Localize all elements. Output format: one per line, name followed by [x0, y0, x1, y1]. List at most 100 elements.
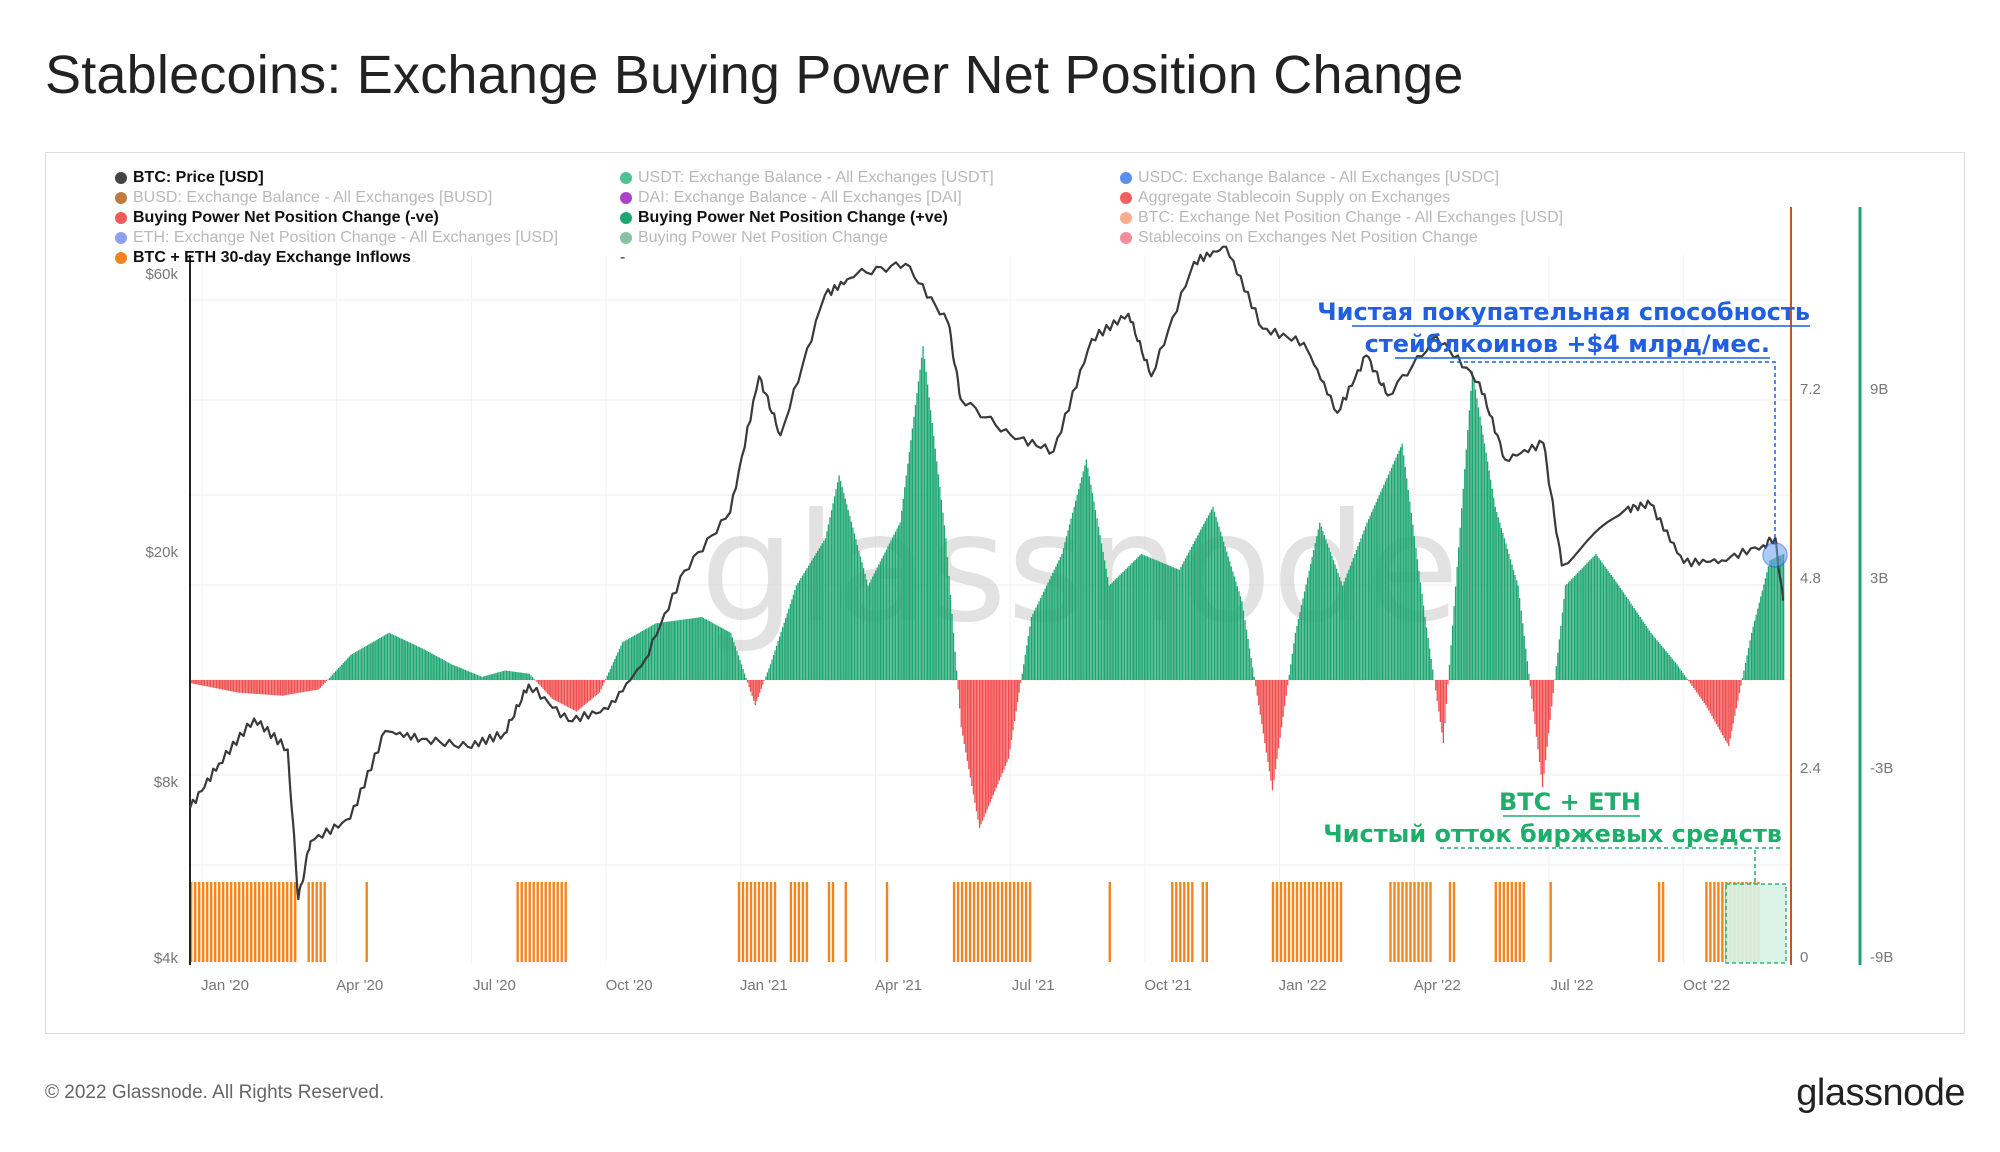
- positive-bar: [1752, 626, 1754, 680]
- positive-bar: [1111, 582, 1113, 680]
- positive-bar: [1194, 541, 1196, 680]
- positive-bar: [823, 540, 825, 680]
- positive-bar: [1638, 614, 1640, 681]
- positive-bar: [1456, 566, 1458, 680]
- inflow-bar: [560, 882, 563, 962]
- legend-item[interactable]: ETH: Exchange Net Position Change - All …: [115, 228, 558, 248]
- positive-bar: [1236, 586, 1238, 680]
- positive-bar: [1480, 425, 1483, 680]
- positive-bar: [1162, 562, 1164, 680]
- negative-bar: [1006, 680, 1008, 763]
- positive-bar: [806, 568, 808, 680]
- legend-label: -: [620, 249, 626, 266]
- legend-item[interactable]: USDT: Exchange Balance - All Exchanges […: [620, 168, 994, 188]
- legend-item[interactable]: Aggregate Stablecoin Supply on Exchanges: [1120, 188, 1450, 208]
- negative-bar: [1438, 680, 1440, 712]
- positive-bar: [505, 670, 508, 680]
- positive-bar: [1685, 677, 1687, 680]
- page-title: Stablecoins: Exchange Buying Power Net P…: [45, 45, 1464, 105]
- negative-bar: [310, 680, 312, 691]
- inflow-bar: [1522, 882, 1525, 962]
- negative-bar: [556, 680, 558, 702]
- negative-bar: [273, 680, 276, 696]
- copyright: © 2022 Glassnode. All Rights Reserved.: [45, 1082, 385, 1103]
- inflow-bar: [753, 882, 757, 962]
- positive-bar: [1216, 521, 1219, 680]
- positive-bar: [631, 637, 633, 680]
- legend-item[interactable]: BTC + ETH 30-day Exchange Inflows: [115, 248, 411, 268]
- positive-bar: [653, 624, 656, 680]
- positive-bar: [1032, 613, 1034, 680]
- positive-bar: [696, 617, 698, 680]
- negative-bar: [960, 680, 962, 728]
- inflow-bar: [956, 882, 960, 962]
- negative-bar: [318, 680, 320, 690]
- legend-item[interactable]: USDC: Exchange Balance - All Exchanges […: [1120, 168, 1499, 188]
- positive-bar: [797, 583, 799, 680]
- inflow-bar: [1287, 882, 1291, 962]
- positive-bar: [1627, 599, 1629, 680]
- legend-item[interactable]: Buying Power Net Position Change (+ve): [620, 208, 948, 228]
- legend-item[interactable]: Buying Power Net Position Change (-ve): [115, 208, 439, 228]
- legend-item[interactable]: Stablecoins on Exchanges Net Position Ch…: [1120, 228, 1478, 248]
- negative-bar: [1274, 680, 1277, 770]
- inflow-bar: [254, 882, 257, 962]
- positive-bar: [1612, 577, 1614, 680]
- right-axis-tick: -3B: [1870, 760, 1893, 777]
- positive-bar: [1602, 564, 1605, 680]
- positive-bar: [365, 646, 367, 680]
- negative-bar: [263, 680, 265, 695]
- positive-bar: [852, 527, 854, 680]
- negative-bar: [281, 680, 283, 696]
- negative-bar: [1529, 680, 1531, 687]
- positive-bar: [423, 649, 425, 680]
- positive-bar: [1660, 645, 1663, 680]
- legend-item[interactable]: -: [620, 248, 625, 268]
- negative-bar: [1688, 680, 1690, 682]
- positive-bar: [856, 544, 859, 680]
- positive-bar: [1328, 547, 1330, 680]
- legend-swatch: [620, 232, 632, 244]
- positive-bar: [701, 617, 703, 680]
- inflow-bar: [540, 882, 543, 962]
- positive-bar: [1393, 460, 1396, 680]
- positive-bar: [914, 404, 917, 680]
- legend-item[interactable]: DAI: Exchange Balance - All Exchanges [D…: [620, 188, 962, 208]
- positive-bar: [1314, 543, 1316, 680]
- inflow-bar: [278, 882, 281, 962]
- positive-bar: [1502, 533, 1504, 680]
- brand-logo: glassnode: [1796, 1072, 1965, 1114]
- positive-bar: [504, 670, 506, 680]
- positive-bar: [884, 552, 886, 680]
- legend-item[interactable]: BUSD: Exchange Balance - All Exchanges […: [115, 188, 492, 208]
- positive-bar: [690, 618, 692, 680]
- positive-bar: [1651, 634, 1654, 680]
- positive-bar: [533, 678, 535, 680]
- negative-bar: [1264, 680, 1266, 743]
- positive-bar: [1586, 563, 1588, 680]
- legend-item[interactable]: BTC: Price [USD]: [115, 168, 264, 188]
- positive-bar: [1129, 564, 1132, 680]
- positive-bar: [725, 630, 727, 680]
- positive-bar: [824, 538, 827, 681]
- negative-bar: [557, 680, 559, 702]
- legend-item[interactable]: Buying Power Net Position Change: [620, 228, 888, 248]
- positive-bar: [1059, 557, 1061, 680]
- negative-bar: [1706, 680, 1708, 708]
- positive-bar: [1624, 594, 1626, 680]
- inflow-bar: [222, 882, 225, 962]
- positive-bar: [1598, 558, 1600, 680]
- negative-bar: [1703, 680, 1705, 703]
- negative-bar: [1445, 680, 1448, 704]
- positive-bar: [1245, 629, 1248, 680]
- annotation-marker: [1762, 542, 1788, 568]
- positive-bar: [779, 636, 781, 680]
- inflow-bar: [552, 882, 555, 962]
- positive-bar: [353, 653, 355, 680]
- positive-bar: [409, 642, 411, 680]
- positive-bar: [1131, 563, 1133, 680]
- inflow-bar: [831, 882, 835, 962]
- positive-bar: [1133, 561, 1135, 680]
- negative-bar: [290, 680, 292, 695]
- legend-item[interactable]: BTC: Exchange Net Position Change - All …: [1120, 208, 1563, 228]
